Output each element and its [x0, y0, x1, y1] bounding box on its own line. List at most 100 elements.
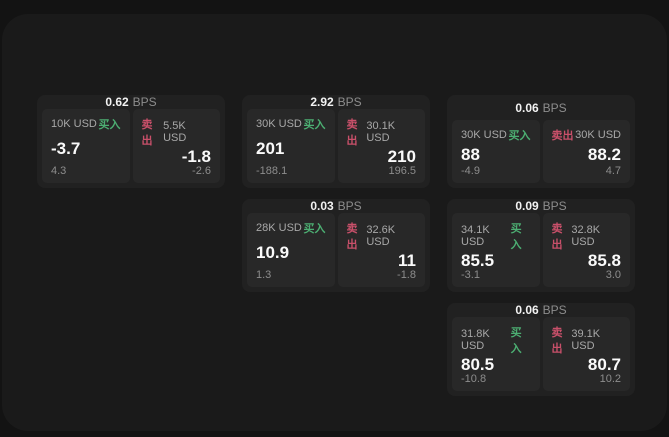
sell-side-label: 卖出	[551, 327, 563, 355]
sell-top-row: 卖出 30K USD	[552, 127, 622, 143]
sell-quote-panel[interactable]: 卖出 32.8K USD 85.8 3.0	[542, 213, 630, 287]
buy-quote-panel[interactable]: 31.8K USD 买入 80.5 -10.8	[452, 317, 540, 391]
sell-side-label: 卖出	[346, 223, 358, 251]
sell-top-row: 卖出 5.5K USD	[142, 116, 212, 148]
sell-side-label: 卖出	[551, 130, 574, 142]
sell-size-label: 39.1K USD	[571, 328, 601, 352]
quote-tile: 0.62 BPS 10K USD 买入 -3.7 4.3 卖出 5.5K USD…	[37, 95, 225, 188]
buy-size-label: 30K USD	[256, 118, 302, 130]
sell-quote-panel[interactable]: 卖出 30K USD 88.2 4.7	[542, 120, 630, 183]
spread-header: 0.03 BPS	[242, 199, 430, 213]
buy-top-row: 10K USD 买入	[51, 116, 121, 132]
quote-tile-body: 30K USD 买入 88 -4.9 卖出 30K USD 88.2 4.7	[447, 120, 635, 188]
spread-header: 0.62 BPS	[37, 95, 225, 109]
sell-price: 11	[398, 251, 416, 270]
quote-tile-body: 28K USD 买入 10.9 1.3 卖出 32.6K USD 11 -1.8	[242, 213, 430, 292]
bps-unit-label: BPS	[542, 100, 567, 115]
sell-side-label: 卖出	[141, 119, 153, 147]
sell-skew-value: 4.7	[605, 165, 621, 177]
sell-quote-panel[interactable]: 卖出 39.1K USD 80.7 10.2	[542, 317, 630, 391]
buy-top-row: 31.8K USD 买入	[461, 324, 531, 356]
sell-quote-panel[interactable]: 卖出 30.1K USD 210 196.5	[337, 109, 425, 183]
buy-side-label: 买入	[98, 119, 121, 131]
buy-size-label: 28K USD	[256, 222, 302, 234]
spread-value: 0.09	[515, 199, 539, 213]
buy-size-label: 10K USD	[51, 118, 97, 130]
bps-unit-label: BPS	[337, 95, 362, 109]
buy-size-label: 30K USD	[461, 129, 507, 141]
sell-top-row: 卖出 32.6K USD	[347, 220, 417, 252]
sell-skew-value: -2.6	[192, 165, 211, 177]
spread-header: 2.92 BPS	[242, 95, 430, 109]
sell-price: 210	[387, 147, 416, 166]
buy-price: 10.9	[256, 243, 290, 262]
buy-price: 201	[256, 139, 285, 158]
quote-tile: 0.09 BPS 34.1K USD 买入 85.5 -3.1 卖出 32.8K…	[447, 199, 635, 292]
buy-side-label: 买入	[303, 223, 326, 235]
quote-grid: 0.62 BPS 10K USD 买入 -3.7 4.3 卖出 5.5K USD…	[37, 95, 635, 396]
quote-tile-body: 10K USD 买入 -3.7 4.3 卖出 5.5K USD -1.8 -2.…	[37, 109, 225, 188]
quote-tile: 2.92 BPS 30K USD 买入 201 -188.1 卖出 30.1K …	[242, 95, 430, 188]
quote-tile: 0.06 BPS 31.8K USD 买入 80.5 -10.8 卖出 39.1…	[447, 303, 635, 396]
spread-header: 0.09 BPS	[447, 199, 635, 213]
buy-size-label: 31.8K USD	[461, 328, 490, 352]
sell-side-label: 卖出	[346, 119, 358, 147]
buy-top-row: 28K USD 买入	[256, 220, 326, 236]
quote-tile: 0.03 BPS 28K USD 买入 10.9 1.3 卖出 32.6K US…	[242, 199, 430, 292]
sell-price: -1.8	[181, 147, 211, 166]
sell-top-row: 卖出 39.1K USD	[552, 324, 622, 356]
spread-value: 0.06	[515, 303, 539, 317]
buy-skew-value: -3.1	[461, 269, 480, 281]
spread-value: 0.62	[105, 95, 129, 109]
sell-skew-value: 3.0	[605, 269, 621, 281]
buy-price: 88	[461, 144, 480, 164]
quote-tile-body: 30K USD 买入 201 -188.1 卖出 30.1K USD 210 1…	[242, 109, 430, 188]
buy-top-row: 30K USD 买入	[256, 116, 326, 132]
buy-skew-value: -4.9	[461, 165, 480, 177]
spread-header: 0.06 BPS	[447, 95, 635, 120]
bps-unit-label: BPS	[132, 95, 157, 109]
buy-quote-panel[interactable]: 34.1K USD 买入 85.5 -3.1	[452, 213, 540, 287]
buy-side-label: 买入	[303, 119, 326, 131]
buy-quote-panel[interactable]: 10K USD 买入 -3.7 4.3	[42, 109, 130, 183]
quote-tile-body: 31.8K USD 买入 80.5 -10.8 卖出 39.1K USD 80.…	[447, 317, 635, 396]
quote-tile-body: 34.1K USD 买入 85.5 -3.1 卖出 32.8K USD 85.8…	[447, 213, 635, 292]
buy-side-label: 买入	[510, 223, 522, 251]
bps-unit-label: BPS	[542, 303, 567, 317]
sell-top-row: 卖出 32.8K USD	[552, 220, 622, 252]
sell-skew-value: 196.5	[388, 165, 416, 177]
sell-size-label: 30.1K USD	[366, 120, 396, 144]
buy-price: 85.5	[461, 251, 495, 270]
quote-tile: 0.06 BPS 30K USD 买入 88 -4.9 卖出 30K USD 8…	[447, 95, 635, 188]
spread-value: 0.06	[515, 100, 539, 115]
sell-size-label: 5.5K USD	[163, 120, 187, 144]
buy-price: 80.5	[461, 355, 495, 374]
spread-header: 0.06 BPS	[447, 303, 635, 317]
buy-side-label: 买入	[510, 327, 522, 355]
spread-value: 2.92	[310, 95, 334, 109]
buy-side-label: 买入	[508, 130, 531, 142]
buy-skew-value: -10.8	[461, 373, 487, 385]
sell-price: 80.7	[587, 355, 621, 374]
sell-price: 88.2	[587, 144, 621, 164]
buy-skew-value: 1.3	[256, 269, 272, 281]
sell-size-label: 32.8K USD	[571, 224, 601, 248]
sell-side-label: 卖出	[551, 223, 563, 251]
spread-value: 0.03	[310, 199, 334, 213]
quote-board-window: 0.62 BPS 10K USD 买入 -3.7 4.3 卖出 5.5K USD…	[2, 14, 667, 431]
buy-top-row: 30K USD 买入	[461, 127, 531, 143]
buy-price: -3.7	[51, 139, 81, 158]
buy-quote-panel[interactable]: 30K USD 买入 201 -188.1	[247, 109, 335, 183]
buy-top-row: 34.1K USD 买入	[461, 220, 531, 252]
sell-skew-value: 10.2	[599, 373, 621, 385]
bps-unit-label: BPS	[542, 199, 567, 213]
buy-quote-panel[interactable]: 30K USD 买入 88 -4.9	[452, 120, 540, 183]
buy-skew-value: -188.1	[256, 165, 288, 177]
buy-quote-panel[interactable]: 28K USD 买入 10.9 1.3	[247, 213, 335, 287]
sell-quote-panel[interactable]: 卖出 32.6K USD 11 -1.8	[337, 213, 425, 287]
buy-skew-value: 4.3	[51, 165, 67, 177]
bps-unit-label: BPS	[337, 199, 362, 213]
sell-quote-panel[interactable]: 卖出 5.5K USD -1.8 -2.6	[132, 109, 220, 183]
sell-skew-value: -1.8	[397, 269, 416, 281]
sell-price: 85.8	[587, 251, 621, 270]
